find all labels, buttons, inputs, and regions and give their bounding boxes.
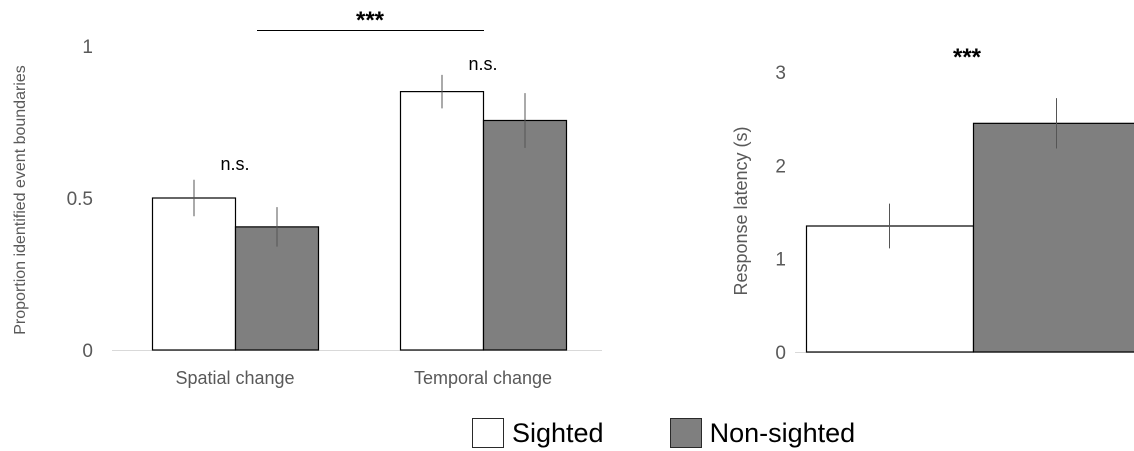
legend-label-sighted: Sighted	[512, 418, 604, 449]
x-tick-label-temporal-change: Temporal change	[414, 368, 552, 388]
bar-sighted-spatial-change	[153, 198, 236, 350]
legend-item-sighted: Sighted	[472, 418, 604, 449]
y-axis-title: Response latency (s)	[731, 126, 751, 295]
legend-swatch-sighted	[472, 418, 504, 448]
legend-swatch-non-sighted	[670, 418, 702, 448]
y-tick-label: 3	[775, 63, 786, 84]
legend-label-non-sighted: Non-sighted	[710, 418, 856, 449]
y-axis-title: Proportion identified event boundaries	[12, 65, 29, 335]
annotation-ns-spatial: n.s.	[220, 154, 249, 174]
y-tick-label: 0	[775, 343, 786, 364]
y-tick-label: 2	[775, 156, 786, 177]
annotation-significance: ***	[356, 7, 385, 34]
annotation-ns-temporal: n.s.	[468, 54, 497, 74]
y-tick-label: 0.5	[67, 189, 93, 210]
y-tick-label: 0	[82, 341, 93, 362]
chart-response-latency: 0 1 2 3 Response latency (s) ***	[731, 44, 1134, 364]
x-tick-label-spatial-change: Spatial change	[175, 368, 294, 388]
legend: Sighted Non-sighted	[472, 415, 921, 451]
bar-non-sighted	[974, 123, 1134, 352]
bar-sighted-temporal-change	[401, 92, 484, 350]
y-tick-label: 1	[775, 250, 786, 271]
legend-item-non-sighted: Non-sighted	[670, 418, 856, 449]
figure: 0 0.5 1 Proportion identified event boundar…	[0, 0, 1134, 415]
annotation-significance: ***	[953, 44, 982, 71]
chart-event-boundaries: 0 0.5 1 Proportion identified event boundar…	[12, 7, 602, 388]
bar-non-sighted-temporal-change	[484, 120, 567, 350]
y-tick-label: 1	[82, 37, 93, 58]
